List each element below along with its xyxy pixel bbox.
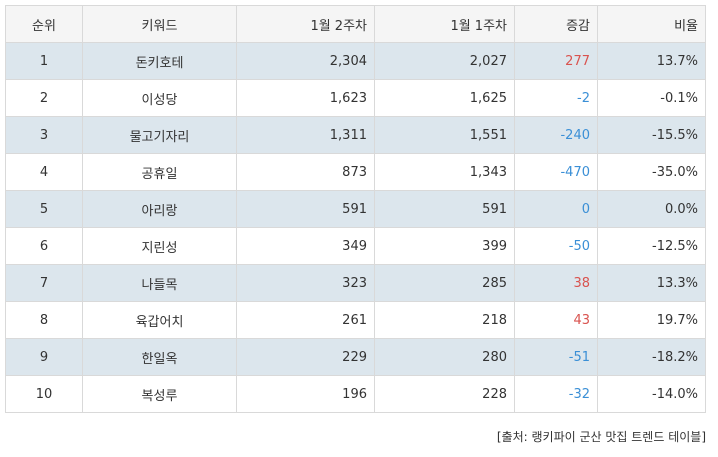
table-row: 8 육갑어치 261 218 43 19.7% bbox=[5, 301, 706, 339]
change-cell: -32 bbox=[514, 375, 598, 413]
rank-cell: 6 bbox=[5, 227, 83, 265]
rank-cell: 2 bbox=[5, 79, 83, 117]
week1-cell: 1,625 bbox=[374, 79, 515, 117]
keyword-cell: 이성당 bbox=[82, 79, 237, 117]
rank-cell: 7 bbox=[5, 264, 83, 302]
week1-cell: 1,551 bbox=[374, 116, 515, 154]
week2-cell: 261 bbox=[236, 301, 375, 339]
rank-cell: 8 bbox=[5, 301, 83, 339]
keyword-cell: 육갑어치 bbox=[82, 301, 237, 339]
rank-cell: 4 bbox=[5, 153, 83, 191]
keyword-cell: 공휴일 bbox=[82, 153, 237, 191]
header-week1: 1월 1주차 bbox=[374, 5, 515, 43]
week1-cell: 399 bbox=[374, 227, 515, 265]
header-rank: 순위 bbox=[5, 5, 83, 43]
keyword-cell: 복성루 bbox=[82, 375, 237, 413]
ratio-cell: 13.7% bbox=[597, 42, 706, 80]
week1-cell: 228 bbox=[374, 375, 515, 413]
table-row: 7 나들목 323 285 38 13.3% bbox=[5, 264, 706, 302]
keyword-cell: 물고기자리 bbox=[82, 116, 237, 154]
week2-cell: 2,304 bbox=[236, 42, 375, 80]
header-week2: 1월 2주차 bbox=[236, 5, 375, 43]
ratio-cell: -0.1% bbox=[597, 79, 706, 117]
table-body: 1 돈키호테 2,304 2,027 277 13.7% 2 이성당 1,623 1,625 -2-… bbox=[5, 42, 706, 413]
table-header-row: 순위 키워드 1월 2주차 1월 1주차 증감 비율 bbox=[5, 5, 706, 43]
keyword-cell: 아리랑 bbox=[82, 190, 237, 228]
table-row: 1 돈키호테 2,304 2,027 277 13.7% bbox=[5, 42, 706, 80]
week1-cell: 218 bbox=[374, 301, 515, 339]
week1-cell: 1,343 bbox=[374, 153, 515, 191]
ratio-cell: -15.5% bbox=[597, 116, 706, 154]
table-row: 4 공휴일 873 1,343 -470 -35.0% bbox=[5, 153, 706, 191]
rank-cell: 10 bbox=[5, 375, 83, 413]
change-cell: -240 bbox=[514, 116, 598, 154]
change-cell: -51 bbox=[514, 338, 598, 376]
rank-cell: 3 bbox=[5, 116, 83, 154]
week2-cell: 349 bbox=[236, 227, 375, 265]
change-cell: 38 bbox=[514, 264, 598, 302]
week2-cell: 1,311 bbox=[236, 116, 375, 154]
change-cell: -470 bbox=[514, 153, 598, 191]
keyword-cell: 지린성 bbox=[82, 227, 237, 265]
ratio-cell: -12.5% bbox=[597, 227, 706, 265]
week1-cell: 591 bbox=[374, 190, 515, 228]
header-ratio: 비율 bbox=[597, 5, 706, 43]
week2-cell: 1,623 bbox=[236, 79, 375, 117]
table-row: 2 이성당 1,623 1,625 -2 -0.1% bbox=[5, 79, 706, 117]
change-cell: -2 bbox=[514, 79, 598, 117]
rank-cell: 9 bbox=[5, 338, 83, 376]
week2-cell: 229 bbox=[236, 338, 375, 376]
ratio-cell: -18.2% bbox=[597, 338, 706, 376]
rank-cell: 5 bbox=[5, 190, 83, 228]
table-row: 5 아리랑 591 591 0 0.0% bbox=[5, 190, 706, 228]
week2-cell: 196 bbox=[236, 375, 375, 413]
week1-cell: 2,027 bbox=[374, 42, 515, 80]
keyword-trend-table: 순위 키워드 1월 2주차 1월 1주차 증감 비율 1 돈키호테 2,304 2,0… bbox=[5, 5, 706, 413]
ratio-cell: 13.3% bbox=[597, 264, 706, 302]
ratio-cell: -14.0% bbox=[597, 375, 706, 413]
ratio-cell: 19.7% bbox=[597, 301, 706, 339]
keyword-cell: 한일옥 bbox=[82, 338, 237, 376]
rank-cell: 1 bbox=[5, 42, 83, 80]
source-caption: [출처: 랭키파이 군산 맛집 트렌드 테이블] bbox=[496, 430, 706, 444]
table-row: 10 복성루 196 228 -32 -14.0% bbox=[5, 375, 706, 413]
table-row: 3 물고기자리 1,311 1,551 -240 -15.5% bbox=[5, 116, 706, 154]
week1-cell: 285 bbox=[374, 264, 515, 302]
keyword-cell: 나들목 bbox=[82, 264, 237, 302]
change-cell: -50 bbox=[514, 227, 598, 265]
header-change: 증감 bbox=[514, 5, 598, 43]
week1-cell: 280 bbox=[374, 338, 515, 376]
ratio-cell: -35.0% bbox=[597, 153, 706, 191]
table-row: 9 한일옥 229 280 -51 -18.2% bbox=[5, 338, 706, 376]
week2-cell: 873 bbox=[236, 153, 375, 191]
header-keyword: 키워드 bbox=[82, 5, 237, 43]
week2-cell: 591 bbox=[236, 190, 375, 228]
keyword-cell: 돈키호테 bbox=[82, 42, 237, 80]
week2-cell: 323 bbox=[236, 264, 375, 302]
ratio-cell: 0.0% bbox=[597, 190, 706, 228]
change-cell: 0 bbox=[514, 190, 598, 228]
table-row: 6 지린성 349 399 -50 -12.5% bbox=[5, 227, 706, 265]
change-cell: 43 bbox=[514, 301, 598, 339]
change-cell: 277 bbox=[514, 42, 598, 80]
